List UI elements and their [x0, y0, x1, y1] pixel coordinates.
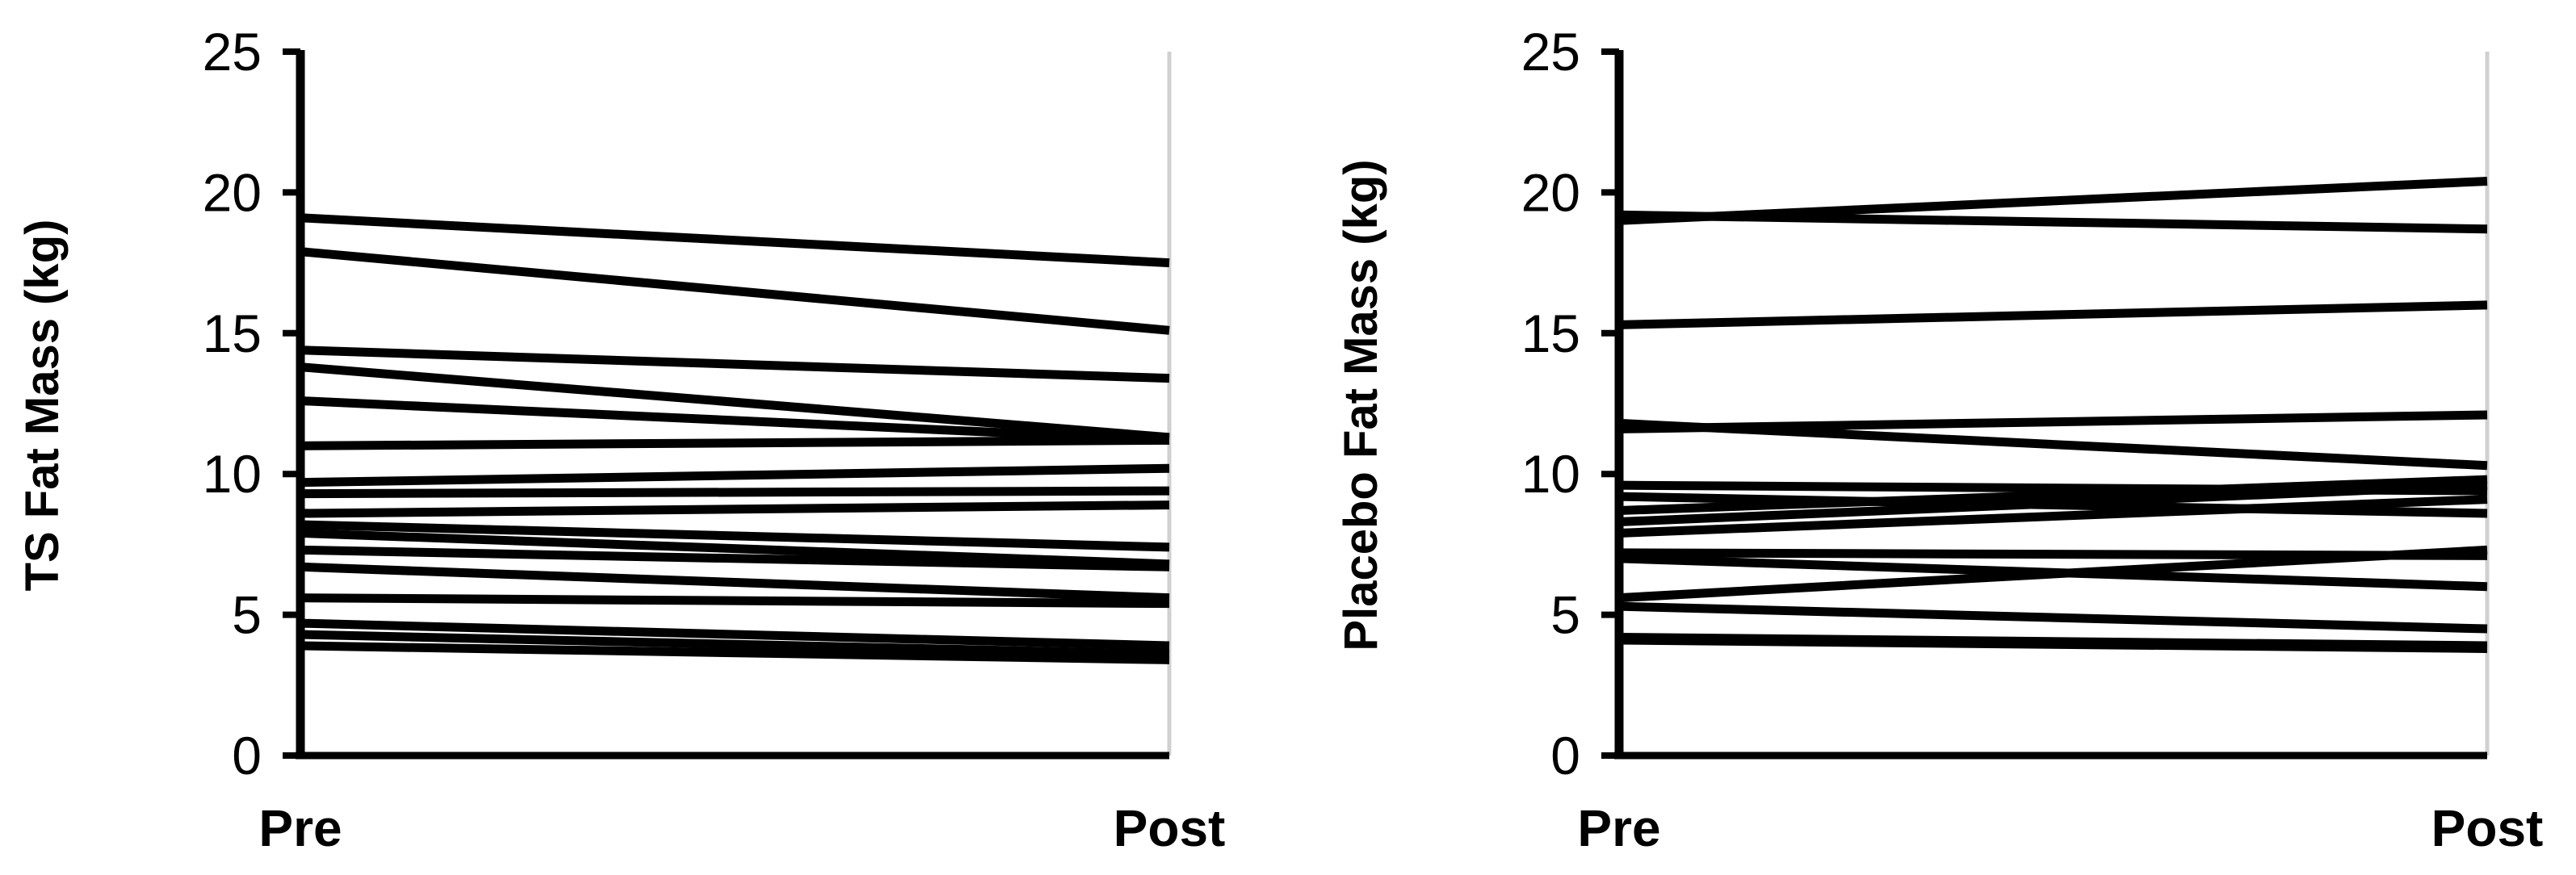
series-line	[1618, 495, 2488, 538]
series-line	[300, 528, 1170, 569]
y-tick-label: 15	[203, 304, 262, 363]
series-line	[300, 630, 1170, 659]
y-tick-label: 0	[1550, 726, 1580, 785]
series-line	[1618, 601, 2488, 634]
series-line	[300, 562, 1170, 603]
series-line	[1618, 635, 2488, 653]
y-axis-title: Placebo Fat Mass (kg)	[1335, 159, 1387, 651]
y-tick-label: 20	[1521, 162, 1580, 222]
x-category-label: Post	[1114, 799, 1226, 857]
y-tick-label: 5	[232, 585, 262, 645]
series-line	[300, 593, 1170, 609]
y-tick-label: 25	[1521, 22, 1580, 82]
series-line	[300, 247, 1170, 335]
y-tick-label: 15	[1521, 304, 1580, 363]
series-line	[300, 618, 1170, 651]
y-tick-label: 20	[203, 162, 262, 222]
series-line	[1618, 176, 2488, 225]
y-tick-label: 10	[203, 444, 262, 504]
y-tick-label: 5	[1550, 585, 1580, 645]
y-axis-title: TS Fat Mass (kg)	[16, 220, 69, 592]
placebo-fat-mass-chart: Placebo Fat Mass (kg) 0 5 10 15 20 25 Pre Post	[1335, 22, 2543, 857]
series-line	[300, 396, 1170, 445]
y-tick-label: 10	[1521, 444, 1580, 504]
series-line	[300, 486, 1170, 499]
x-category-label: Pre	[1577, 799, 1660, 857]
series-line	[1618, 410, 2488, 433]
y-tick-label: 25	[203, 22, 262, 82]
series-line	[1618, 475, 2488, 516]
series-line	[300, 545, 1170, 571]
series-line	[300, 213, 1170, 268]
series-line	[300, 362, 1170, 442]
series-line	[1618, 480, 2488, 526]
series-line	[300, 520, 1170, 552]
x-category-label: Pre	[258, 799, 342, 857]
series-line	[300, 463, 1170, 488]
series-line	[300, 641, 1170, 664]
y-tick-label: 0	[232, 726, 262, 785]
series-line	[300, 435, 1170, 450]
series-line	[1618, 545, 2488, 603]
x-category-label: Post	[2431, 799, 2544, 857]
series-line	[1618, 300, 2488, 329]
series-line	[300, 345, 1170, 383]
series-line	[300, 500, 1170, 518]
ts-fat-mass-chart: TS Fat Mass (kg) 0 5 10 15 20 25 Pre Post	[16, 22, 1225, 857]
